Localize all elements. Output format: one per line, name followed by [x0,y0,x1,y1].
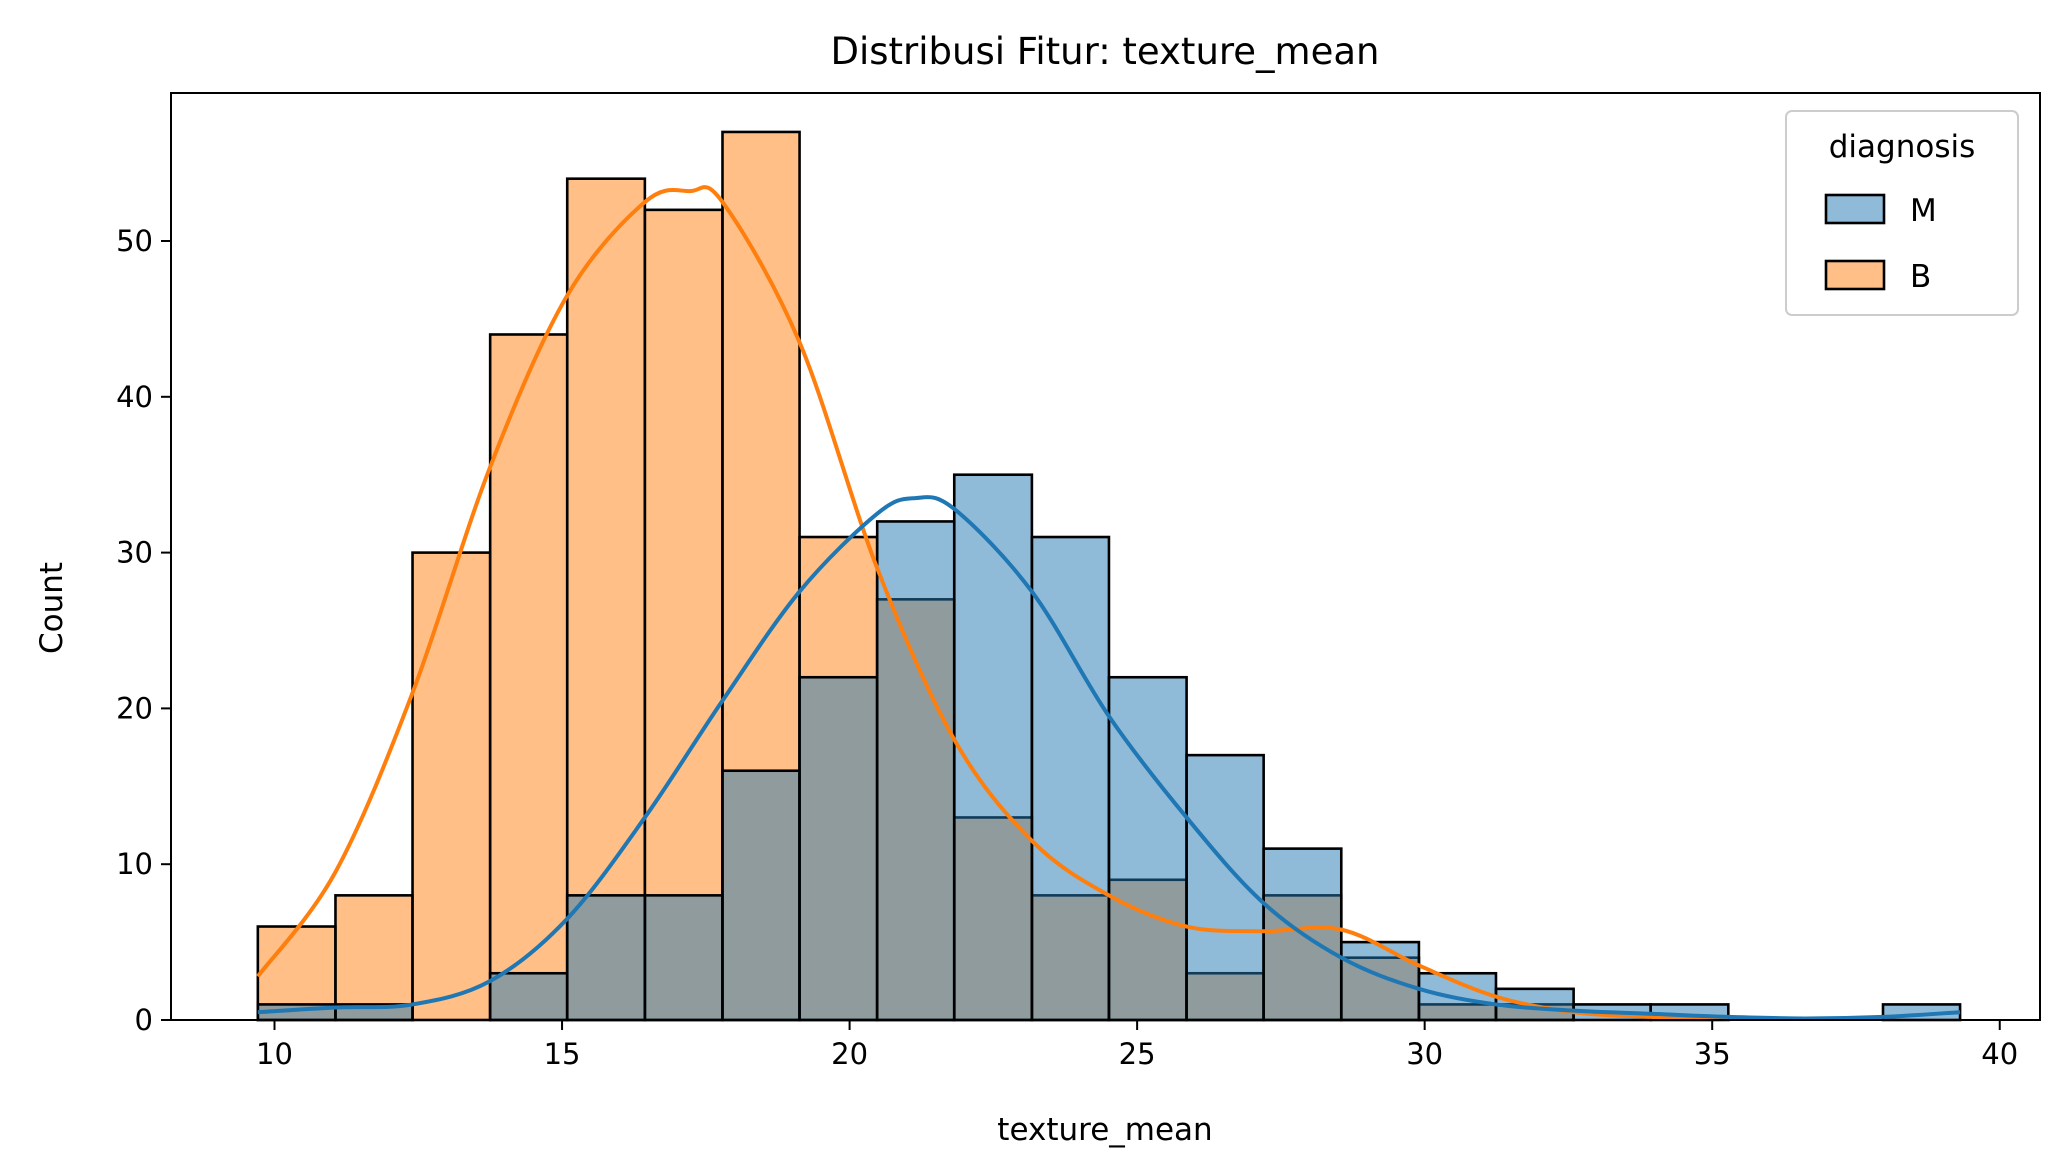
legend: diagnosis MB [1785,110,2019,316]
bar-M-4 [565,894,647,1022]
bar-M-6 [721,769,801,1022]
axes-frame [170,92,2041,1021]
legend-swatch-M [1824,193,1886,225]
y-axis-label: Count [34,562,70,654]
legend-label-B: B [1910,259,1931,295]
y-tick-label: 40 [116,380,153,414]
bar-M-7 [798,675,879,1022]
y-tick-label: 50 [116,224,153,258]
bar-M-5 [643,894,724,1022]
bar-B-1 [334,894,414,1022]
y-tick-label: 10 [116,847,153,881]
bar-M-11 [1107,675,1188,1022]
bar-M-12 [1185,753,1265,1022]
plot-area [256,130,1962,1022]
legend-title: diagnosis [1829,129,1976,165]
chart-title: Distribusi Fitur: texture_mean [831,30,1380,73]
y-tick-label: 20 [116,691,153,725]
kde-line-M [257,495,1961,1021]
axes: 10 15 20 25 30 35 40 0 10 20 30 40 50 [116,92,2041,1071]
x-tick-label: 35 [1694,1037,1731,1071]
bar-M-9 [952,473,1034,1022]
y-tick-label: 30 [116,536,153,570]
kde-line-B [256,185,1729,1022]
bar-M-3 [488,971,569,1022]
bar-M-14 [1339,940,1421,1022]
bar-B-2 [411,551,492,1022]
x-tick-label: 10 [256,1037,293,1071]
x-axis-label: texture_mean [997,1112,1212,1148]
bar-M-10 [1030,535,1111,1022]
bar-B-4 [565,177,647,1022]
legend-swatch-B [1824,259,1886,291]
x-tick-label: 25 [1119,1037,1156,1071]
legend-label-M: M [1910,193,1937,229]
x-tick-label: 15 [544,1037,581,1071]
x-tick-label: 30 [1406,1037,1443,1071]
y-tick-label: 0 [135,1003,153,1037]
x-tick-label: 40 [1981,1037,2018,1071]
x-tick-label: 20 [831,1037,868,1071]
